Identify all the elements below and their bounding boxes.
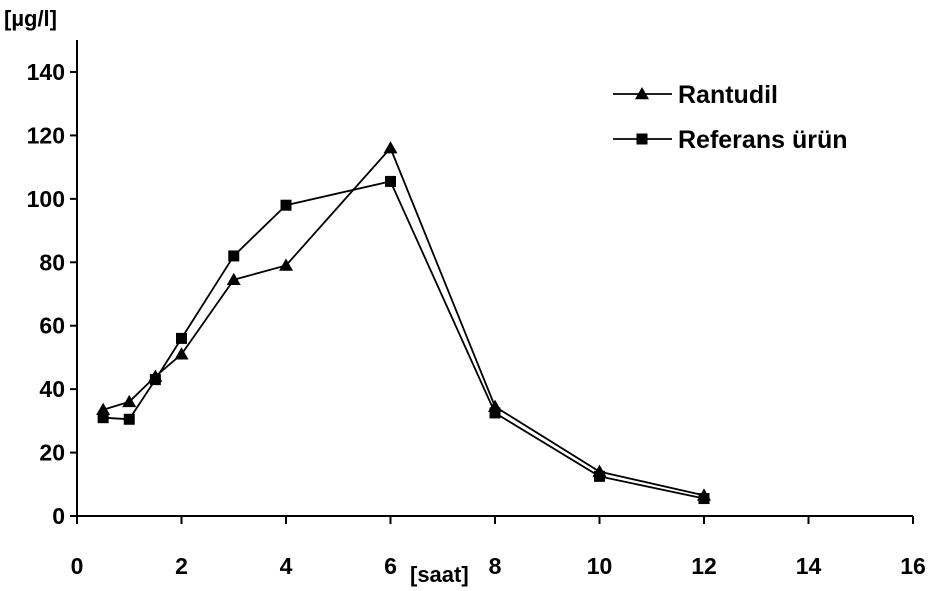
y-tick-label: 20 (39, 440, 65, 466)
data-point (280, 199, 292, 211)
x-tick-label: 8 (489, 553, 502, 579)
x-tick-label: 6 (384, 553, 397, 579)
data-point (149, 374, 161, 386)
y-tick-label: 100 (27, 186, 65, 212)
legend-label: Rantudil (678, 81, 778, 109)
data-point (122, 394, 137, 408)
x-tick-label: 4 (280, 553, 293, 579)
data-point (97, 412, 109, 424)
y-tick-label: 60 (39, 313, 65, 339)
legend-triangle-marker (635, 87, 649, 100)
series-rantudil (96, 141, 711, 501)
data-point (594, 470, 605, 482)
series-line (102, 146, 705, 497)
data-point (698, 493, 710, 505)
legend-square-marker (636, 133, 648, 145)
data-point (123, 413, 135, 425)
x-tick-label: 16 (900, 553, 926, 579)
data-point (385, 175, 396, 187)
axes: 0 20 40 60 80 100 120 140 0 2 4 6 8 10 12 14 16 (27, 40, 926, 579)
legend-item: Rantudil (613, 81, 778, 109)
data-point (176, 332, 187, 344)
y-tick-label: 40 (39, 376, 65, 402)
data-point (96, 402, 111, 416)
legend-item: Referans ürün (613, 126, 847, 154)
legend-label: Referans ürün (678, 126, 847, 154)
series-layer (96, 141, 711, 505)
x-tick-label: 14 (796, 553, 822, 579)
y-axis-title: [µg/l] (4, 6, 57, 31)
series-referans-urun (97, 175, 710, 505)
data-point (228, 250, 240, 262)
series-line (103, 180, 705, 500)
x-tick-label: 10 (587, 553, 613, 579)
y-tick-label: 120 (27, 122, 65, 148)
y-tick-label: 140 (27, 59, 65, 85)
x-tick-label: 0 (71, 553, 84, 579)
x-tick-label: 2 (175, 553, 188, 579)
data-point (279, 258, 293, 271)
x-axis-title: [saat] (410, 562, 469, 587)
y-tick-label: 0 (52, 503, 65, 529)
x-tick-label: 12 (691, 553, 717, 579)
data-point (226, 272, 241, 285)
legend: Rantudil Referans ürün (613, 81, 847, 154)
data-point (383, 141, 398, 154)
data-point (489, 407, 501, 419)
y-tick-label: 80 (39, 249, 65, 275)
data-point (174, 347, 189, 360)
